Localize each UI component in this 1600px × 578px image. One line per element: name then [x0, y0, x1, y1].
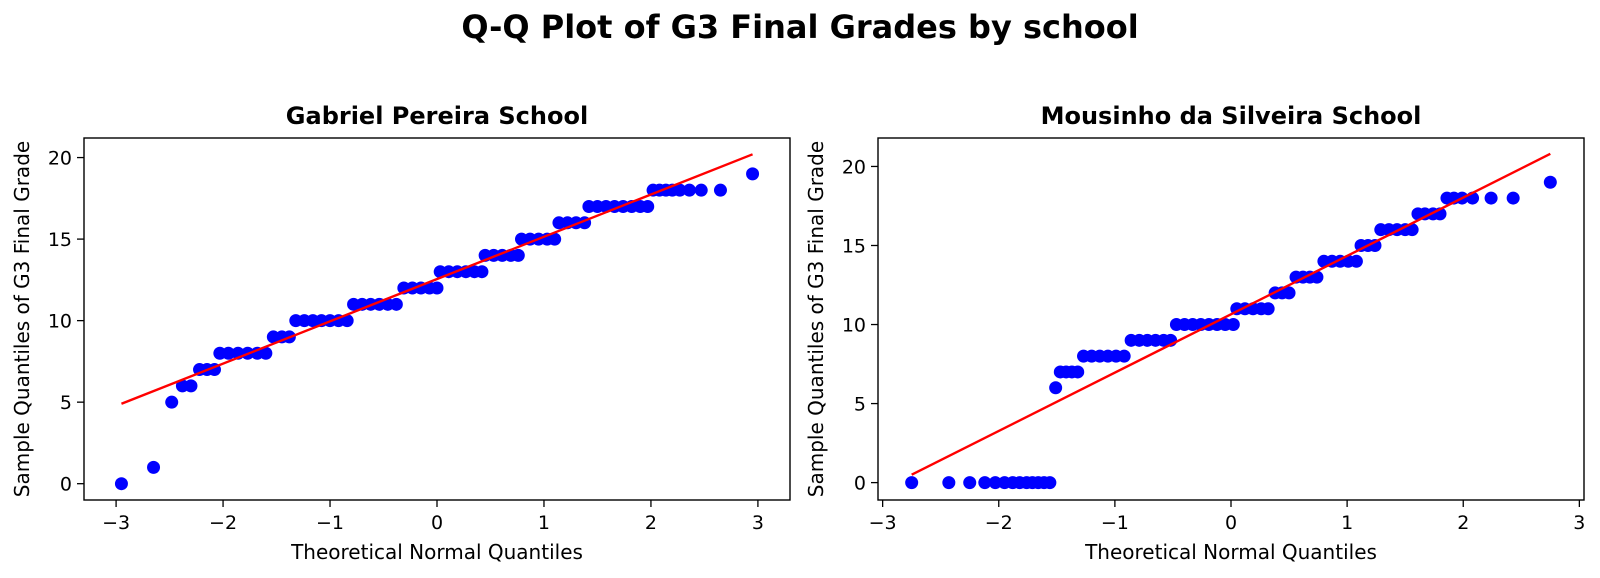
x-tick-label: 2 [645, 512, 657, 534]
data-point [942, 476, 956, 490]
data-point [475, 265, 489, 279]
data-point [165, 395, 179, 409]
x-tick-label: −3 [102, 512, 130, 534]
panel-2: Mousinho da Silveira School −3 −2 −1 0 1 2 3 0 5 1… [804, 102, 1585, 564]
x-tick-label: 3 [1573, 512, 1585, 534]
y-tick-label: 20 [48, 148, 72, 170]
data-point [746, 167, 760, 181]
x-axis-label: Theoretical Normal Quantiles [1084, 540, 1377, 564]
x-axis-label: Theoretical Normal Quantiles [290, 540, 583, 564]
y-tick-label: 15 [48, 229, 72, 251]
x-tick-label: 2 [1457, 512, 1469, 534]
figure-title: Q-Q Plot of G3 Final Grades by school [461, 8, 1139, 46]
y-tick-label: 0 [60, 474, 72, 496]
data-point [1405, 223, 1419, 237]
y-tick-label: 20 [842, 156, 866, 178]
x-tick-label: 0 [431, 512, 443, 534]
panel-1: Gabriel Pereira School −3 −2 −1 0 1 2 3 0 5 10 15 20… [10, 102, 791, 564]
data-point [673, 183, 687, 197]
data-point [259, 346, 273, 360]
data-point [548, 232, 562, 246]
data-point [1484, 191, 1498, 205]
data-point [389, 297, 403, 311]
x-tick-label: −2 [209, 512, 237, 534]
data-point [1117, 349, 1131, 363]
panel-title: Mousinho da Silveira School [1041, 102, 1422, 130]
data-point [1543, 175, 1557, 189]
reference-line [911, 152, 1551, 476]
data-point [1261, 302, 1275, 316]
data-point [1349, 254, 1363, 268]
x-tick-label: −3 [869, 512, 897, 534]
x-tick-label: 1 [1341, 512, 1353, 534]
x-tick-label: −1 [316, 512, 344, 534]
data-point [641, 199, 655, 213]
data-point [1282, 286, 1296, 300]
y-tick-label: 5 [60, 392, 72, 414]
data-point [694, 183, 708, 197]
x-tick-label: −1 [1101, 512, 1129, 534]
y-tick-label: 15 [842, 235, 866, 257]
data-point [184, 379, 198, 393]
y-tick-label: 5 [854, 394, 866, 416]
data-point [682, 183, 696, 197]
y-axis-label: Sample Quantiles of G3 Final Grade [804, 141, 828, 497]
data-point [1043, 476, 1057, 490]
data-point [978, 476, 992, 490]
data-point [1049, 381, 1063, 395]
y-tick-label: 0 [854, 473, 866, 495]
data-point [430, 281, 444, 295]
y-tick-label: 10 [842, 315, 866, 337]
x-tick-label: 3 [752, 512, 764, 534]
data-point [1071, 365, 1085, 379]
x-tick-label: 0 [1225, 512, 1237, 534]
x-tick-label: 1 [538, 512, 550, 534]
data-point [988, 476, 1002, 490]
data-point [963, 476, 977, 490]
data-point [1506, 191, 1520, 205]
y-axis-label: Sample Quantiles of G3 Final Grade [10, 141, 34, 497]
panel-title: Gabriel Pereira School [286, 102, 588, 130]
data-point [114, 477, 128, 491]
data-point [1226, 318, 1240, 332]
data-point [511, 248, 525, 262]
x-tick-label: −2 [985, 512, 1013, 534]
reference-line [120, 153, 754, 405]
data-point [713, 183, 727, 197]
y-tick-label: 10 [48, 311, 72, 333]
data-point [221, 346, 235, 360]
data-point [340, 314, 354, 328]
data-point [147, 460, 161, 474]
data-point [905, 476, 919, 490]
